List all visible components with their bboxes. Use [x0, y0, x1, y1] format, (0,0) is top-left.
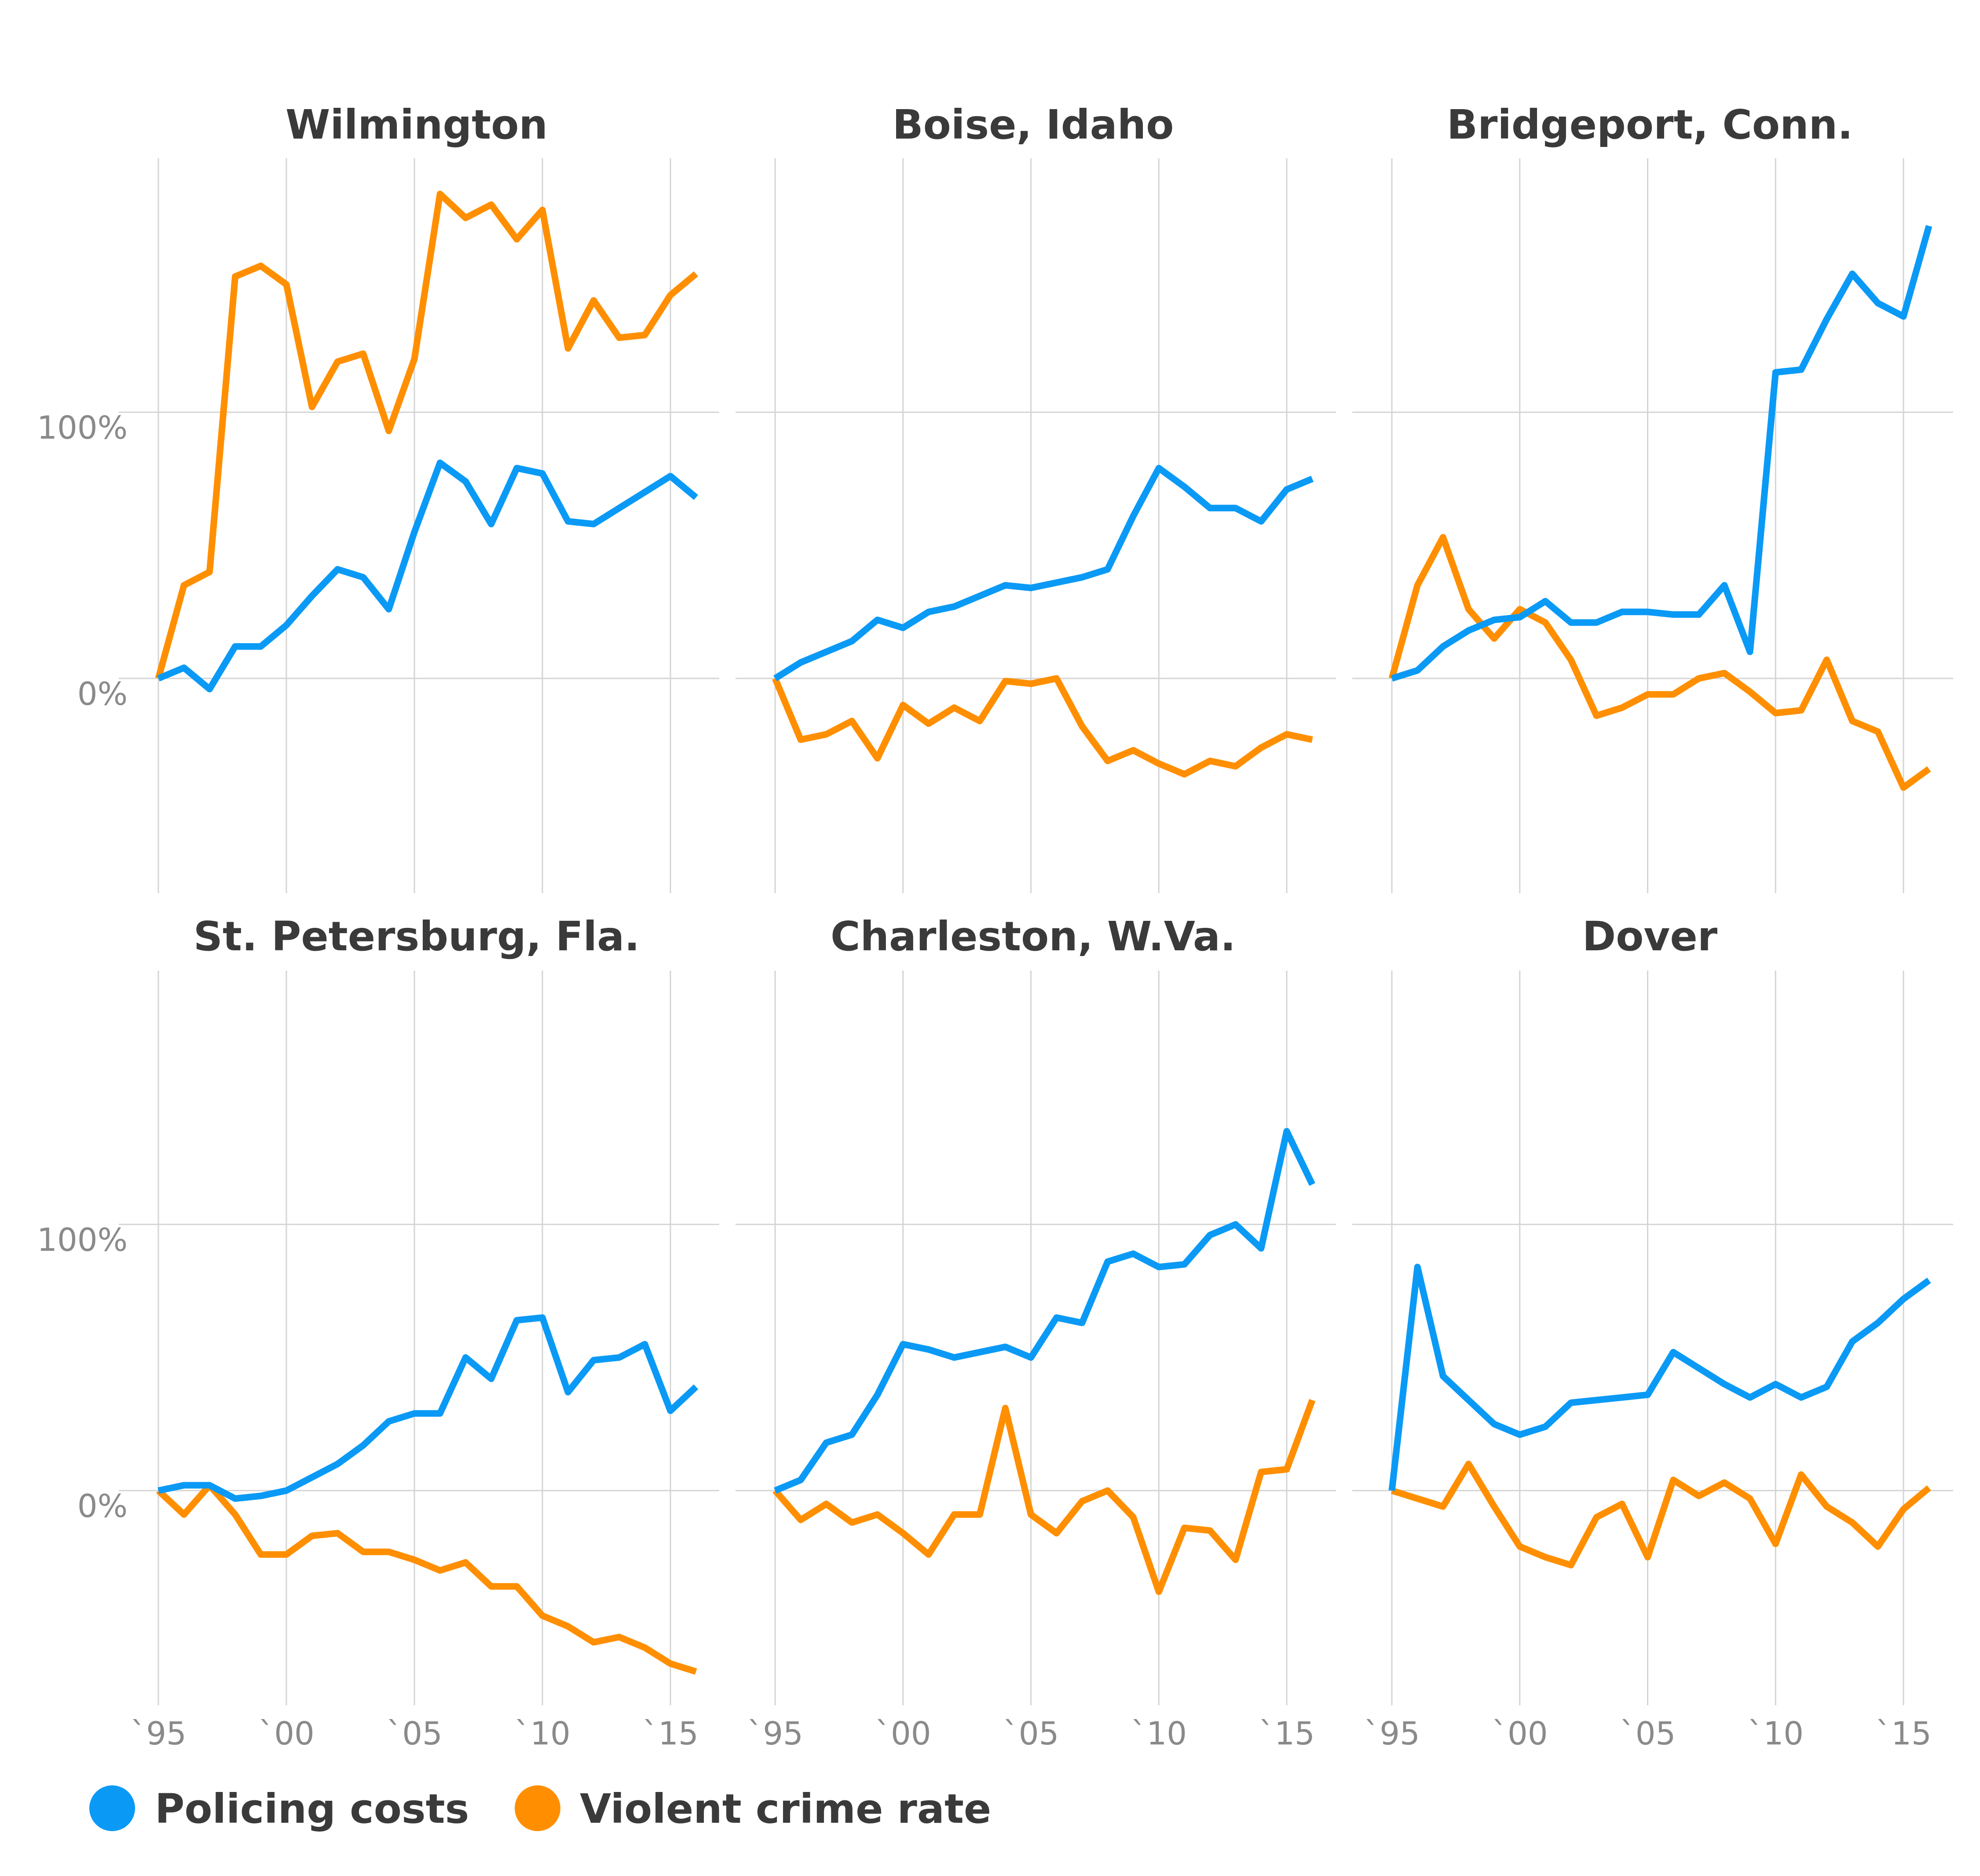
panel-4: St. Petersburg, Fla. 0% 100% `95 `00 `05 `10 `1…	[37, 913, 719, 1752]
y-tick-label: 100%	[37, 1221, 128, 1258]
panel-title: Dover	[1582, 913, 1718, 960]
x-tick-label: `95	[130, 1715, 187, 1752]
panel-5: Charleston, W.Va. `95 `00 `05 `10 `15	[736, 913, 1336, 1752]
legend-label: Policing costs	[155, 1785, 469, 1832]
violent-crime-rate-line	[1391, 1461, 1931, 1568]
violent-crime-rate-line	[155, 191, 698, 679]
panel-2: Boise, Idaho	[736, 101, 1336, 893]
violent-crime-rate-line	[156, 1482, 697, 1675]
x-tick-label: `95	[747, 1715, 803, 1752]
x-tick-label: `95	[1364, 1715, 1420, 1752]
x-tick-label: `05	[386, 1715, 443, 1752]
legend-label: Violent crime rate	[580, 1785, 991, 1832]
panel-title: Bridgeport, Conn.	[1447, 101, 1853, 148]
legend-swatch	[515, 1785, 560, 1831]
policing-costs-line	[1391, 225, 1932, 682]
x-tick-label: `15	[1259, 1715, 1315, 1752]
panel-title: Boise, Idaho	[893, 101, 1174, 148]
y-tick-label: 0%	[77, 1488, 128, 1524]
violent-crime-rate-line	[772, 675, 1313, 778]
legend-item-policing: Policing costs	[89, 1785, 469, 1832]
x-tick-label: `15	[1875, 1715, 1932, 1752]
panel-title: Wilmington	[285, 101, 548, 148]
x-tick-label: `15	[642, 1715, 699, 1752]
policing-costs-line	[774, 1128, 1315, 1494]
panels-layer: Wilmington 0% 100% Boise, Idaho Bridgeport, …	[37, 101, 1953, 1752]
policing-costs-line	[773, 465, 1314, 682]
policing-costs-line	[157, 459, 698, 693]
violent-crime-rate-line	[772, 1399, 1316, 1595]
x-tick-label: `10	[1131, 1715, 1187, 1752]
x-tick-label: `00	[1492, 1715, 1548, 1752]
panel-title: St. Petersburg, Fla.	[194, 913, 640, 960]
x-tick-label: `10	[1747, 1715, 1804, 1752]
panel-title: Charleston, W.Va.	[831, 913, 1236, 960]
x-tick-label: `00	[875, 1715, 931, 1752]
panel-3: Bridgeport, Conn.	[1352, 101, 1953, 893]
x-tick-label: `00	[258, 1715, 315, 1752]
policing-costs-line	[1388, 1264, 1931, 1491]
legend-swatch	[89, 1785, 135, 1831]
y-tick-label: 100%	[37, 409, 128, 446]
legend-item-violent: Violent crime rate	[515, 1785, 991, 1832]
legend: Policing costs Violent crime rate	[89, 1785, 991, 1832]
x-tick-label: `10	[514, 1715, 571, 1752]
violent-crime-rate-line	[1388, 534, 1931, 791]
panel-6: Dover `95 `00 `05 `10 `15	[1352, 913, 1953, 1752]
x-tick-label: `05	[1620, 1715, 1676, 1752]
policing-costs-line	[157, 1314, 699, 1502]
panel-1: Wilmington 0% 100%	[37, 101, 719, 893]
x-tick-label: `05	[1003, 1715, 1059, 1752]
y-tick-label: 0%	[77, 675, 128, 712]
